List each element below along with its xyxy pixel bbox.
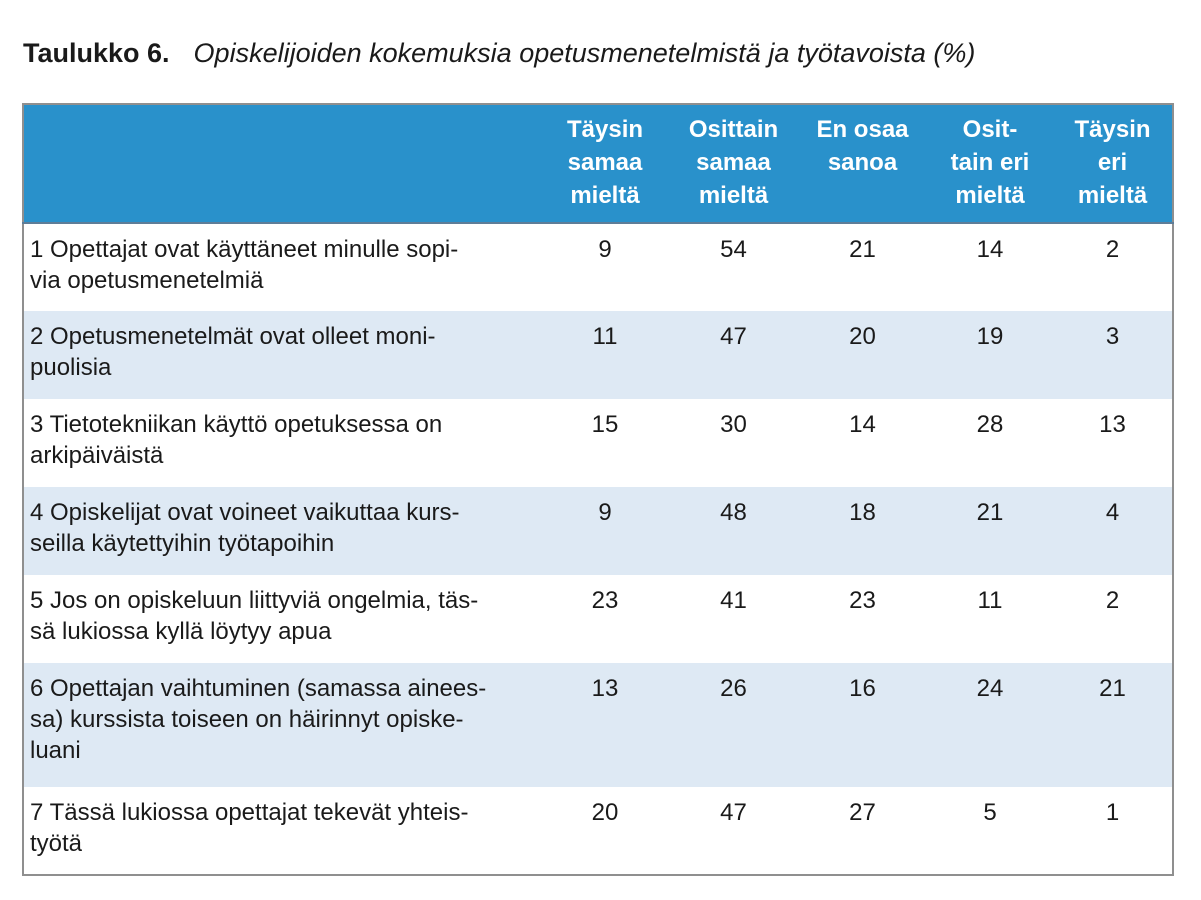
column-header-taysin-eri: Täysin eri mieltä bbox=[1053, 104, 1173, 224]
row-value: 13 bbox=[1099, 411, 1126, 438]
table-row-2: 2 Opetusmenetelmät ovat olleet moni- puo… bbox=[23, 311, 1173, 399]
row-statement: 7 Tässä lukiossa opettajat tekevät yhtei… bbox=[30, 799, 469, 857]
table-row-7: 7 Tässä lukiossa opettajat tekevät yhtei… bbox=[23, 787, 1173, 875]
row-value: 48 bbox=[720, 499, 747, 526]
row-value: 16 bbox=[849, 675, 876, 702]
survey-results-table: Täysin samaa mieltä Osittain samaa mielt… bbox=[22, 103, 1174, 876]
row-value: 41 bbox=[720, 587, 747, 614]
row-value: 20 bbox=[591, 799, 619, 826]
table-caption-number: Taulukko 6. bbox=[23, 38, 170, 68]
column-header-en-osaa-sanoa: En osaa sanoa bbox=[798, 104, 927, 224]
row-value: 28 bbox=[976, 411, 1004, 438]
row-value: 14 bbox=[976, 236, 1004, 263]
row-value: 20 bbox=[849, 323, 876, 350]
row-value: 27 bbox=[849, 799, 876, 826]
row-value: 2 bbox=[1105, 236, 1120, 263]
row-value: 13 bbox=[591, 675, 619, 702]
row-value: 23 bbox=[849, 587, 876, 614]
table-row-6: 6 Opettajan vaihtuminen (samassa ainees-… bbox=[23, 663, 1173, 787]
row-value: 14 bbox=[849, 411, 876, 438]
row-value: 9 bbox=[598, 499, 612, 526]
row-value: 21 bbox=[849, 236, 876, 263]
row-value: 18 bbox=[849, 499, 876, 526]
row-value: 24 bbox=[976, 675, 1004, 702]
row-statement: 5 Jos on opiskeluun liittyviä ongelmia, … bbox=[30, 587, 479, 645]
row-value: 9 bbox=[598, 236, 612, 263]
table-row-5: 5 Jos on opiskeluun liittyviä ongelmia, … bbox=[23, 575, 1173, 663]
row-value: 19 bbox=[976, 323, 1004, 350]
row-value: 26 bbox=[720, 675, 747, 702]
row-value: 4 bbox=[1105, 499, 1120, 526]
table-row-3: 3 Tietotekniikan käyttö opetuksessa on a… bbox=[23, 399, 1173, 487]
row-value: 21 bbox=[976, 499, 1004, 526]
row-value: 30 bbox=[720, 411, 747, 438]
column-header-taysin-samaa: Täysin samaa mieltä bbox=[541, 104, 669, 224]
row-value: 15 bbox=[591, 411, 619, 438]
table-row-1: 1 Opettajat ovat käyttäneet minulle sopi… bbox=[23, 223, 1173, 311]
row-value: 54 bbox=[720, 236, 747, 263]
row-value: 47 bbox=[720, 799, 747, 826]
row-value: 23 bbox=[591, 587, 619, 614]
header-statement-cell bbox=[23, 104, 541, 224]
row-value: 2 bbox=[1105, 587, 1120, 614]
column-header-osittain-eri: Osit- tain eri mieltä bbox=[927, 104, 1053, 224]
row-value: 11 bbox=[592, 323, 618, 350]
table-caption: Taulukko 6. Opiskelijoiden kokemuksia ope… bbox=[23, 36, 975, 70]
row-value: 21 bbox=[1099, 675, 1126, 702]
table-caption-title: Opiskelijoiden kokemuksia opetusmenetelm… bbox=[193, 38, 976, 68]
row-statement: 1 Opettajat ovat käyttäneet minulle sopi… bbox=[30, 236, 459, 294]
row-statement: 4 Opiskelijat ovat voineet vaikuttaa kur… bbox=[30, 499, 460, 557]
row-statement: 6 Opettajan vaihtuminen (samassa ainees-… bbox=[30, 675, 487, 764]
row-value: 11 bbox=[977, 587, 1003, 614]
row-value: 3 bbox=[1105, 323, 1120, 350]
row-statement: 3 Tietotekniikan käyttö opetuksessa on a… bbox=[30, 411, 443, 469]
row-value: 1 bbox=[1105, 799, 1120, 826]
row-value: 5 bbox=[983, 799, 997, 826]
column-header-osittain-samaa: Osittain samaa mieltä bbox=[669, 104, 798, 224]
table-row-4: 4 Opiskelijat ovat voineet vaikuttaa kur… bbox=[23, 487, 1173, 575]
header-row: Täysin samaa mieltä Osittain samaa mielt… bbox=[23, 104, 1173, 224]
row-value: 47 bbox=[720, 323, 747, 350]
row-statement: 2 Opetusmenetelmät ovat olleet moni- puo… bbox=[30, 323, 436, 381]
